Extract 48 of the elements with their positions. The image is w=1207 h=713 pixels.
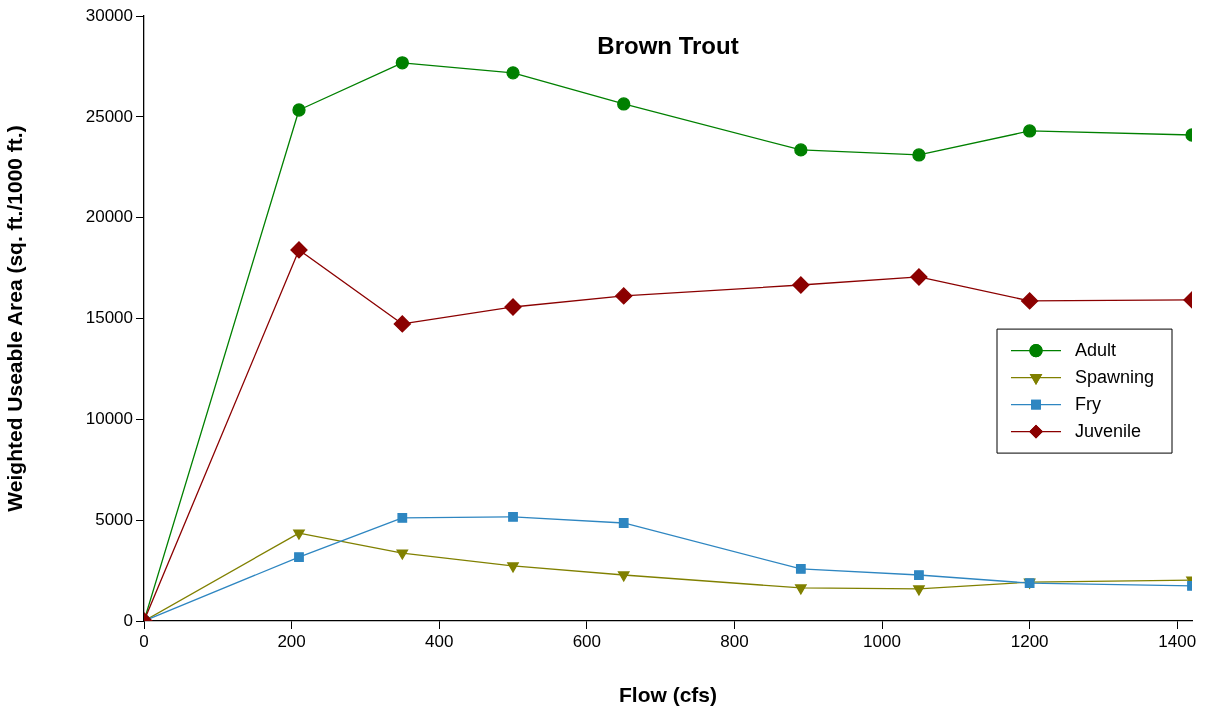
point — [1022, 124, 1037, 138]
legend-label: Adult — [1075, 339, 1117, 360]
point — [504, 298, 522, 316]
y-tick-label: 10000 — [85, 409, 133, 429]
y-tick-label: 25000 — [85, 106, 133, 126]
point — [508, 512, 518, 522]
x-tick-label: 1400 — [1158, 631, 1197, 651]
point — [615, 287, 633, 305]
text: Brown Trout — [597, 31, 739, 59]
point — [393, 315, 411, 333]
y-tick-label: 0 — [123, 610, 133, 630]
point — [792, 276, 810, 294]
x-tick-label: 600 — [572, 631, 601, 651]
x-tick-label: 400 — [425, 631, 454, 651]
point — [617, 97, 631, 111]
x-tick-label: 200 — [277, 631, 306, 651]
y-axis-title: Weighted Useable Area (sq. ft./1000 ft.) — [3, 125, 27, 512]
y-tick-label: 30000 — [85, 5, 133, 25]
point — [293, 529, 305, 540]
point — [292, 103, 306, 117]
x-tick-label: 800 — [720, 631, 749, 651]
x-tick-label: 1200 — [1010, 631, 1049, 651]
point — [397, 513, 408, 523]
y-tick-label: 15000 — [85, 308, 133, 328]
point — [507, 562, 519, 573]
point — [1020, 292, 1039, 310]
point — [913, 585, 925, 596]
point — [912, 148, 926, 162]
x-tick-label: 1000 — [863, 631, 901, 651]
point — [795, 564, 806, 574]
point — [910, 268, 928, 286]
point — [506, 66, 520, 80]
point — [294, 552, 304, 562]
point — [617, 571, 630, 582]
point — [290, 241, 308, 259]
point — [395, 56, 409, 70]
point — [795, 584, 807, 595]
point — [794, 143, 808, 157]
point — [396, 549, 409, 560]
x-tick-label: 0 — [139, 631, 149, 651]
point — [914, 570, 924, 580]
point — [618, 518, 629, 528]
legend-label: Spawning — [1075, 366, 1155, 387]
x-axis-title: Flow (cfs) — [619, 683, 717, 707]
legend-label: Juvenile — [1075, 420, 1142, 441]
legend-label: Fry — [1075, 393, 1101, 414]
y-tick-label: 5000 — [95, 509, 133, 529]
y-tick-label: 20000 — [85, 207, 133, 227]
